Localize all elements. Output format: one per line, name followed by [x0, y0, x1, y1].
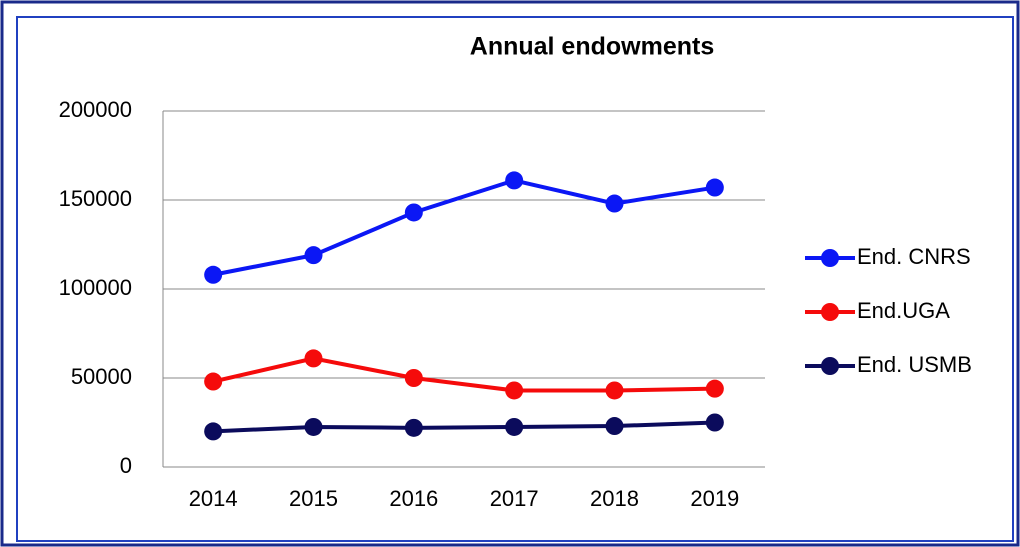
legend-label: End. USMB [857, 352, 972, 377]
point [705, 413, 724, 432]
point [705, 178, 724, 197]
series-line [213, 420, 715, 434]
chart-title: Annual endowments [470, 33, 714, 61]
series-line [212, 178, 716, 277]
inner-frame [16, 16, 1014, 542]
point [204, 422, 223, 441]
point [404, 418, 423, 437]
x-tick-label: 2019 [690, 486, 739, 511]
point [204, 265, 223, 284]
y-tick-label: 150000 [59, 186, 132, 211]
legend-marker [821, 357, 839, 375]
x-tick-label: 2014 [189, 486, 238, 511]
point [505, 381, 524, 400]
point [705, 379, 724, 398]
legend-label: End.UGA [857, 298, 950, 323]
point [605, 417, 624, 436]
point [505, 417, 524, 436]
x-tick-label: 2017 [490, 486, 539, 511]
point [605, 381, 624, 400]
point [204, 372, 223, 391]
series-line [212, 356, 715, 393]
point [505, 171, 524, 190]
point [605, 194, 624, 213]
y-tick-label: 0 [120, 453, 132, 478]
point [404, 203, 423, 222]
legend-marker [821, 249, 839, 267]
y-tick-label: 50000 [71, 364, 132, 389]
point [304, 417, 323, 436]
x-tick-label: 2016 [389, 486, 438, 511]
point [304, 349, 323, 368]
legend-marker [821, 303, 839, 321]
x-tick-label: 2015 [289, 486, 338, 511]
y-tick-label: 200000 [59, 97, 132, 122]
point [404, 369, 423, 387]
legend-label: End. CNRS [857, 244, 971, 269]
y-tick-label: 100000 [59, 275, 132, 300]
x-tick-label: 2018 [590, 486, 639, 511]
point [304, 246, 323, 265]
